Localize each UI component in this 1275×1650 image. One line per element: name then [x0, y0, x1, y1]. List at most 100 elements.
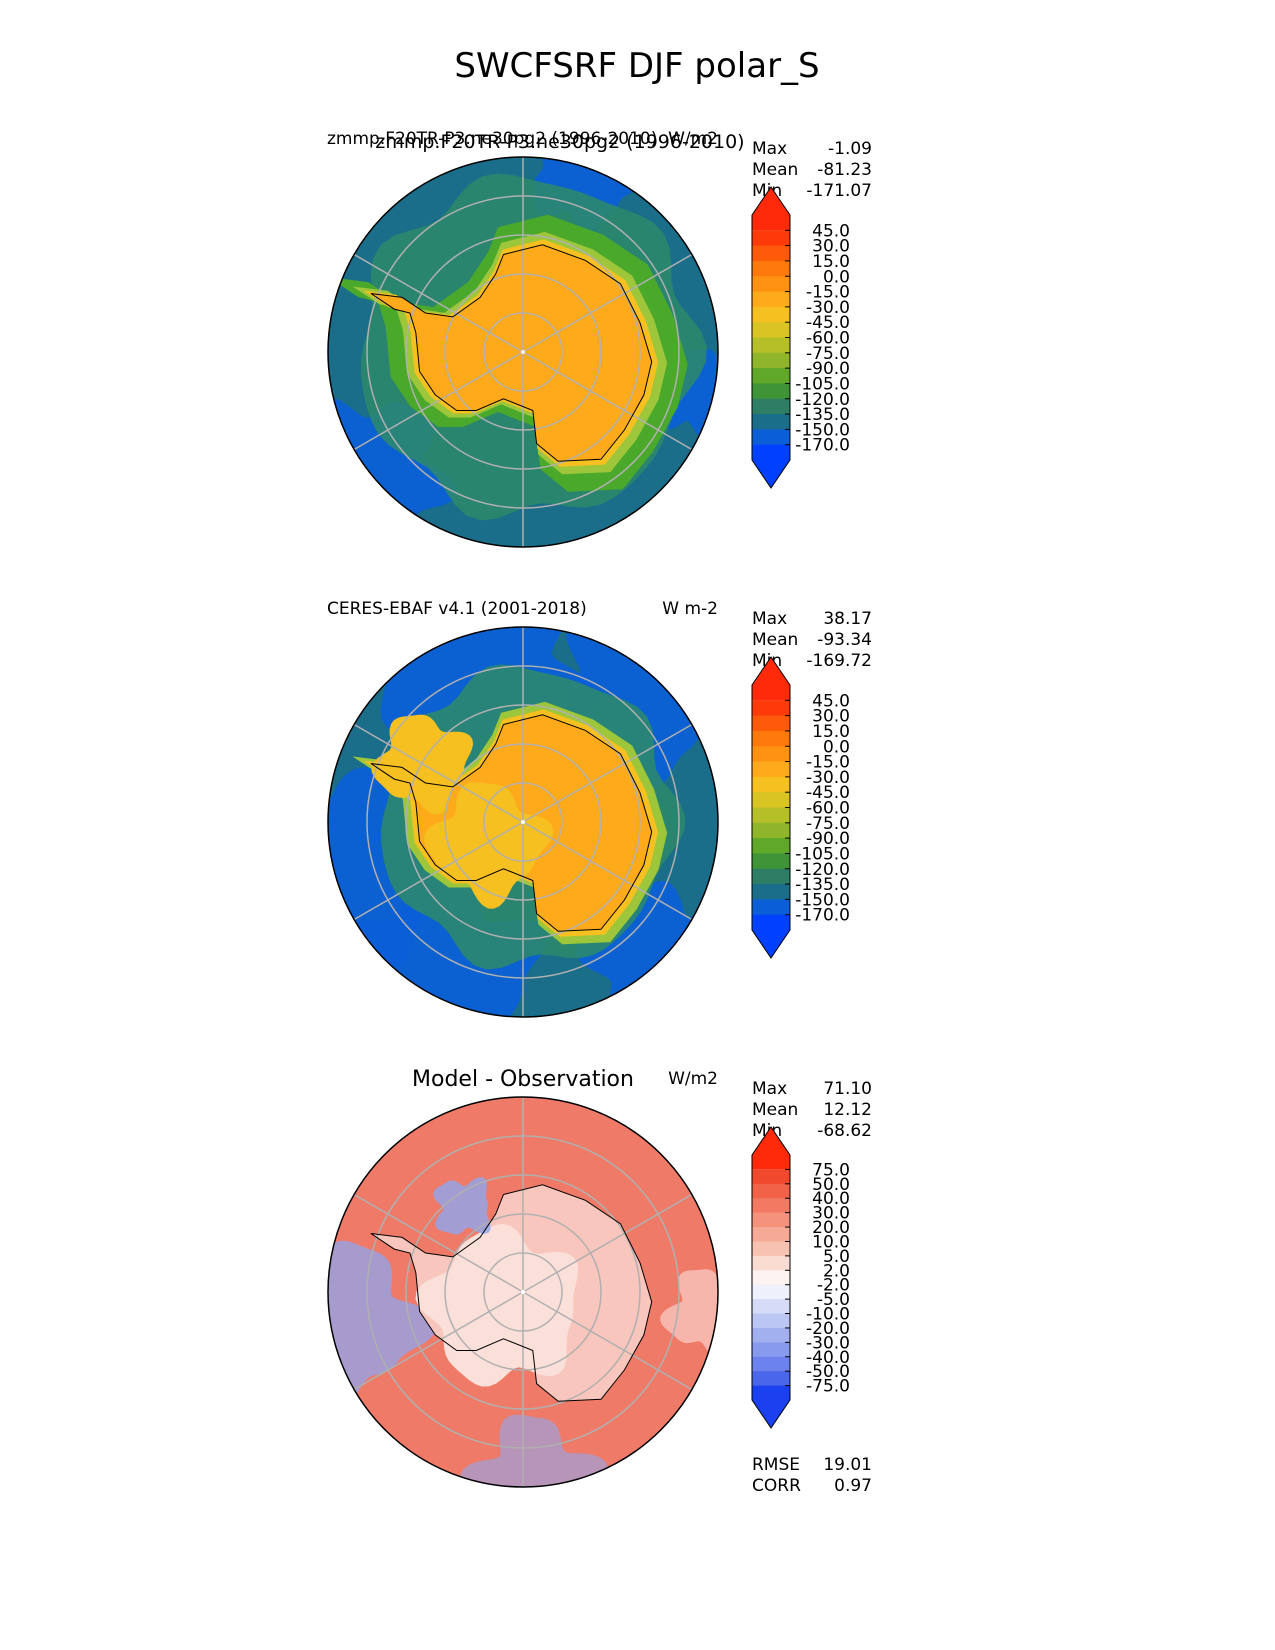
colorbar-segment: [752, 1356, 790, 1372]
colorbar-tick-label: 0.0: [823, 267, 850, 287]
meridian-line: [353, 253, 524, 353]
corr-label: CORR: [752, 1476, 801, 1496]
stat-value: -81.23: [817, 160, 872, 180]
colorbar-extend-top: [752, 1127, 790, 1170]
colorbar-segment: [752, 822, 790, 839]
colorbar-tick-label: 10.0: [812, 1232, 850, 1252]
interior-yellow-patch: [424, 782, 554, 909]
colorbar-extend-bottom: [752, 914, 790, 958]
panel-3: Model - Observation W/m2 Max 71.10 Mean 12.12…: [327, 1067, 872, 1496]
colorbar-tick-label: -30.0: [806, 1333, 850, 1353]
colorbar-outline: [751, 656, 791, 959]
stat-value: -93.34: [817, 630, 872, 650]
weak-region-east: [660, 1269, 718, 1362]
colorbar-segment: [752, 884, 790, 900]
graticule: [353, 157, 693, 547]
colorbar: 75.050.040.030.020.010.05.02.0-2.0-5.0-1…: [751, 1126, 850, 1429]
polar-map-3: [328, 1097, 718, 1487]
colorbar-segment: [752, 899, 790, 916]
pole-marker: [521, 1290, 525, 1294]
colorbar-tick-label: 5.0: [823, 1247, 850, 1267]
colorbar-extend-bottom: [752, 1385, 790, 1428]
stat-value: -1.09: [828, 139, 872, 159]
stat-label: Mean: [752, 160, 798, 180]
colorbar-tick-label: 45.0: [812, 221, 850, 241]
colorbar-tick-label: -105.0: [795, 374, 850, 394]
colorbar-tick-label: -60.0: [806, 329, 850, 349]
colorbar-tick-label: 50.0: [812, 1175, 850, 1195]
colorbar-tick-label: 45.0: [812, 691, 850, 711]
colorbar-tick-label: -30.0: [806, 298, 850, 318]
colorbar-tick-label: -5.0: [817, 1290, 850, 1310]
colorbar-segment: [752, 853, 790, 870]
stat-label: Mean: [752, 1100, 798, 1120]
colorbar-tick-label: 2.0: [823, 1261, 850, 1281]
colorbar: 45.030.015.00.0-15.0-30.0-45.0-60.0-75.0…: [751, 186, 850, 489]
colorbar-tick-label: 20.0: [812, 1218, 850, 1238]
colorbar-segment: [752, 700, 790, 717]
colorbar-segment: [752, 1270, 790, 1286]
colorbar-tick-label: -135.0: [795, 405, 850, 425]
stat-label: Mean: [752, 630, 798, 650]
colorbar-tick-label: -75.0: [806, 814, 850, 834]
colorbar-segment: [752, 1183, 790, 1199]
colorbar-tick-label: 30.0: [812, 707, 850, 727]
colorbar-segment: [752, 807, 790, 824]
colorbar-segment: [752, 792, 790, 808]
colorbar-tick-label: 15.0: [812, 252, 850, 272]
stat-label: Max: [752, 139, 787, 159]
colorbar-extend-bottom: [752, 444, 790, 488]
colorbar-tick-label: -170.0: [795, 906, 850, 926]
colorbar-tick-label: -75.0: [806, 1377, 850, 1397]
colorbar-tick-label: -2.0: [817, 1276, 850, 1296]
colorbar-segment: [752, 398, 790, 415]
colorbar-segment: [752, 776, 790, 793]
pole-marker: [521, 350, 525, 354]
panel-title-left: CERES-EBAF v4.1 (2001-2018): [327, 599, 587, 619]
colorbar-segment: [752, 868, 790, 885]
colorbar-segment: [752, 1198, 790, 1214]
colorbar-tick-label: -30.0: [806, 768, 850, 788]
colorbar-segment: [752, 1371, 790, 1387]
colorbar-segment: [752, 291, 790, 308]
peninsula-yellow-patch: [371, 714, 474, 815]
colorbar-outline: [751, 186, 791, 489]
colorbar-extend-top: [752, 187, 790, 231]
rmse-value: 19.01: [823, 1455, 872, 1475]
colorbar-tick-label: -90.0: [806, 829, 850, 849]
colorbar-tick-label: 30.0: [812, 237, 850, 257]
stat-label: Max: [752, 1079, 787, 1099]
meridian-line: [353, 1193, 524, 1293]
stat-value: -169.72: [806, 651, 872, 671]
coastline: [370, 244, 653, 462]
panel-title-center: Model - Observation: [412, 1067, 634, 1092]
colorbar-tick-label: -120.0: [795, 390, 850, 410]
panel-title-left: zmmp.F20TR-P3.ne30pg2 (1996-2010): [327, 129, 657, 149]
colorbar-segment: [752, 337, 790, 354]
colorbar-segment: [752, 838, 790, 854]
colorbar-tick-label: -170.0: [795, 436, 850, 456]
colorbar-segment: [752, 245, 790, 262]
pole-marker: [521, 820, 525, 824]
map-boundary: [327, 156, 719, 548]
colorbar-segment: [752, 276, 790, 293]
colorbar-tick-label: -15.0: [806, 283, 850, 303]
panel-2: CERES-EBAF v4.1 (2001-2018) W m-2 Max 38.17…: [327, 599, 872, 1018]
antarctic-interior: [370, 244, 652, 462]
meridian-line: [522, 253, 693, 353]
colorbar-tick-label: -150.0: [795, 890, 850, 910]
coastline: [370, 1184, 653, 1402]
colorbar-segment: [752, 1227, 790, 1242]
peninsula-negative-patch: [433, 1177, 491, 1235]
colorbar-tick-label: -150.0: [795, 420, 850, 440]
colorbar-segment: [752, 1255, 790, 1271]
map-boundary: [327, 626, 719, 1018]
colorbar-segment: [752, 715, 790, 732]
meridian-line: [353, 723, 524, 823]
map-boundary: [327, 1096, 719, 1488]
colorbar-tick-label: -45.0: [806, 783, 850, 803]
meridian-line: [353, 821, 524, 921]
colorbar-segment: [752, 1299, 790, 1315]
meridian-line: [522, 723, 693, 823]
